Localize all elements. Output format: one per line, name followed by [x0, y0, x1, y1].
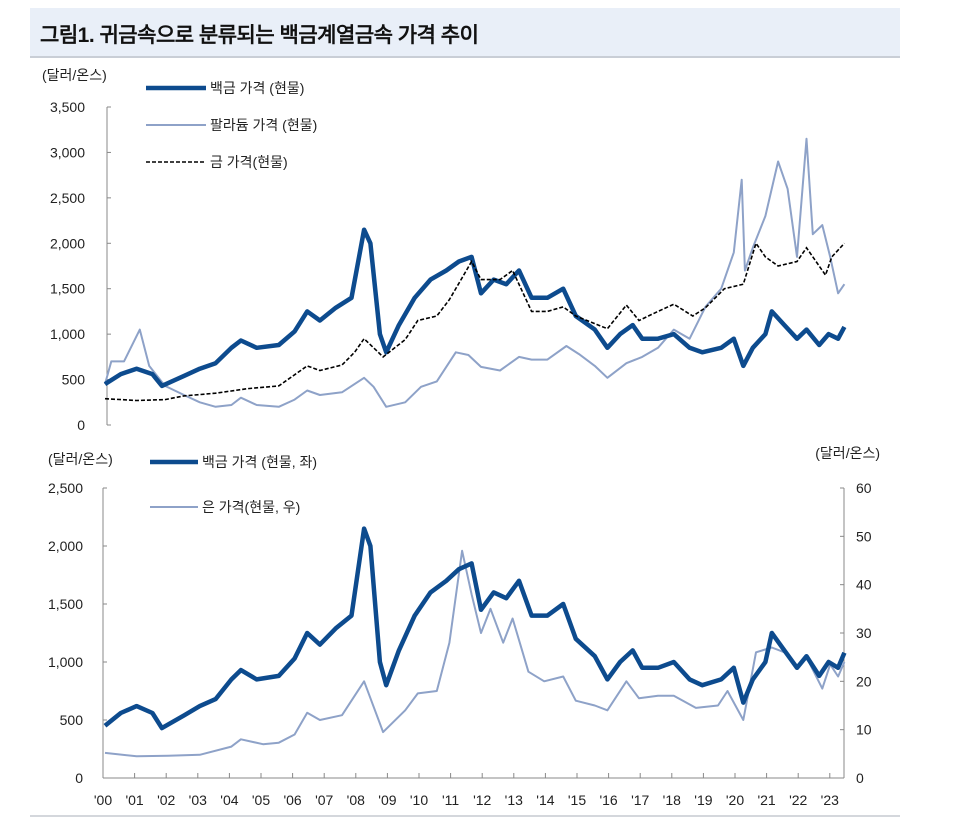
y-tick-label-left: 500: [60, 712, 84, 728]
y-tick-label-left: 0: [75, 770, 83, 786]
series-line-right: [104, 549, 846, 758]
y-tick-label: 0: [77, 417, 85, 433]
y-tick-label: 1,500: [50, 281, 85, 297]
y-tick-label-right: 60: [856, 480, 872, 496]
x-tick-label: '11: [442, 792, 459, 808]
legend-label-2: 금 가격(현물): [210, 154, 288, 170]
legend-label-platinum-bottom: 백금 가격 (현물, 좌): [202, 454, 317, 470]
x-tick-label: '05: [252, 792, 270, 808]
y-tick-label: 500: [62, 372, 86, 388]
x-tick-label: '10: [410, 792, 428, 808]
legend-label-1: 팔라듐 가격 (현물): [210, 117, 317, 133]
y-tick-label: 2,000: [50, 235, 85, 251]
y-tick-label-right: 20: [856, 673, 872, 689]
x-tick-label: '04: [220, 792, 238, 808]
x-tick-label: '20: [726, 792, 744, 808]
x-tick-label: '12: [473, 792, 491, 808]
legend-label-0: 백금 가격 (현물): [210, 80, 304, 96]
x-tick-label: '13: [505, 792, 523, 808]
y-tick-label-right: 40: [856, 577, 872, 593]
y-tick-label-right: 10: [856, 722, 872, 738]
x-tick-label: '14: [536, 792, 554, 808]
bottom-divider: [30, 815, 900, 817]
x-tick-label: '22: [789, 792, 807, 808]
y-tick-label: 1,000: [50, 326, 85, 342]
x-tick-label: '19: [694, 792, 712, 808]
x-tick-label: '02: [157, 792, 175, 808]
x-tick-label: '15: [568, 792, 586, 808]
x-tick-label: '09: [378, 792, 396, 808]
x-tick-label: '18: [663, 792, 681, 808]
x-tick-label: '23: [821, 792, 839, 808]
x-tick-label: '06: [283, 792, 301, 808]
x-tick-label: '16: [599, 792, 617, 808]
y-tick-label-right: 30: [856, 625, 872, 641]
y-tick-label-left: 1,000: [48, 654, 83, 670]
x-tick-label: '21: [757, 792, 775, 808]
y-tick-label-left: 2,500: [48, 480, 83, 496]
x-tick-label: '00: [94, 792, 112, 808]
series-line-2: [104, 241, 845, 402]
title-bar: 그림1. 귀금속으로 분류되는 백금계열금속 가격 추이: [30, 8, 900, 58]
y-tick-label-left: 1,500: [48, 596, 83, 612]
x-tick-label: '01: [125, 792, 143, 808]
y-tick-label-right: 50: [856, 528, 872, 544]
y-tick-label-left: 2,000: [48, 538, 83, 554]
figure-title: 그림1. 귀금속으로 분류되는 백금계열금속 가격 추이: [40, 24, 479, 47]
x-tick-label: '08: [347, 792, 365, 808]
y-axis-label-right: (달러/온스): [815, 445, 880, 461]
y-tick-label: 3,000: [50, 144, 85, 160]
x-tick-label: '03: [189, 792, 207, 808]
y-axis-label: (달러/온스): [42, 67, 107, 83]
x-tick-label: '07: [315, 792, 333, 808]
legend-label-silver: 은 가격(현물, 우): [202, 499, 300, 515]
y-tick-label-right: 0: [856, 770, 864, 786]
series-line-left: [103, 526, 847, 731]
y-tick-label: 3,500: [50, 99, 85, 115]
series-line-1: [104, 137, 846, 408]
y-axis-label-left: (달러/온스): [48, 451, 113, 467]
y-tick-label: 2,500: [50, 190, 85, 206]
x-tick-label: '17: [631, 792, 649, 808]
